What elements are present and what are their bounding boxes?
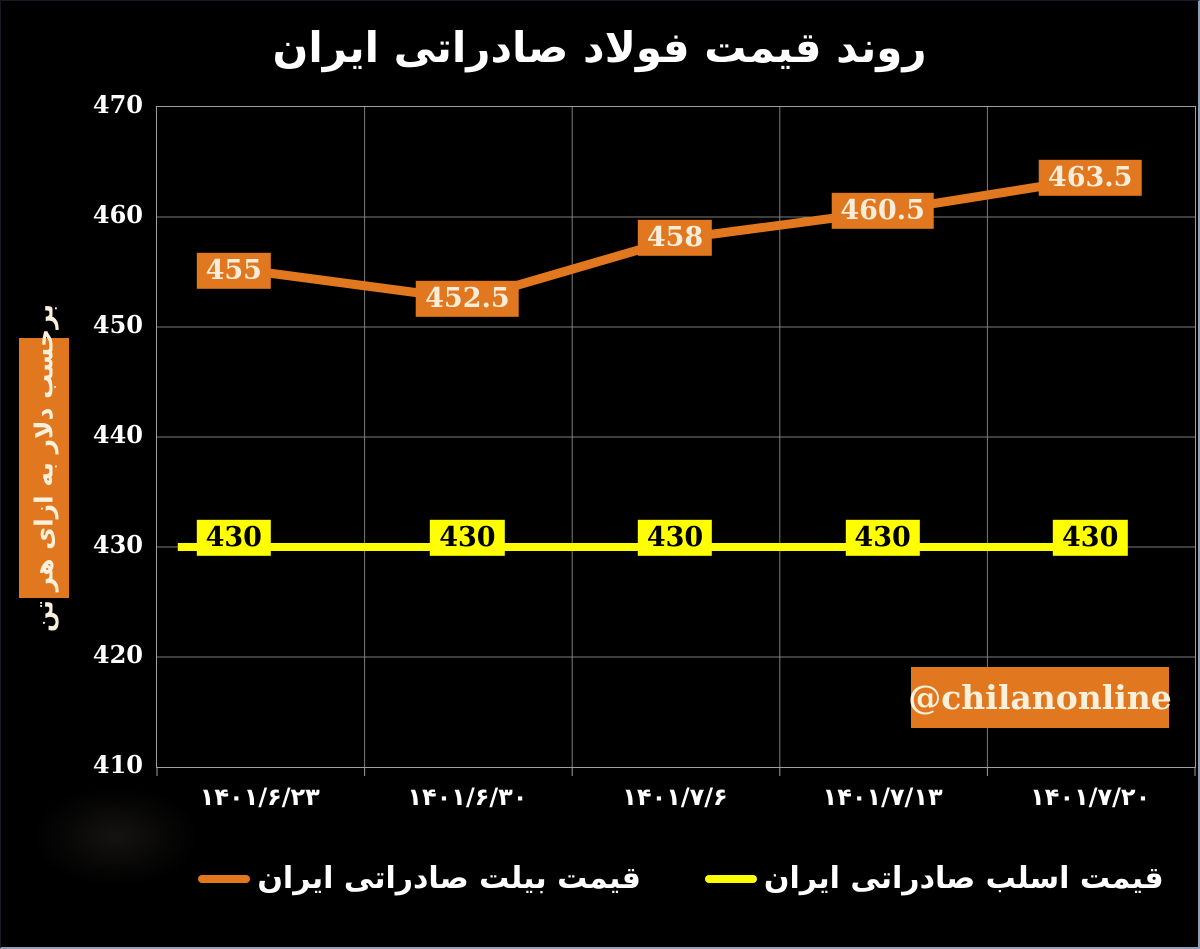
y-tick-label: 410 bbox=[92, 750, 143, 779]
data-label: 430 bbox=[845, 519, 920, 557]
legend: قیمت بیلت صادراتی ایران قیمت اسلب صادراتی… bbox=[198, 861, 1164, 896]
y-axis-unit-label: برحسب دلار به ازای هر تن bbox=[29, 304, 59, 632]
legend-label: قیمت اسلب صادراتی ایران bbox=[763, 861, 1164, 896]
y-tick-label: 420 bbox=[92, 640, 143, 669]
chart-title: روند قیمت فولاد صادراتی ایران bbox=[272, 23, 927, 72]
data-label: 452.5 bbox=[416, 280, 519, 317]
data-label: 430 bbox=[637, 519, 713, 557]
y-tick-label: 460 bbox=[92, 200, 143, 229]
x-tick-label: ۱۴۰۱/۶/۲۳ bbox=[199, 783, 320, 811]
billet-legend-swatch bbox=[198, 874, 251, 883]
data-label: 463.5 bbox=[1038, 159, 1142, 196]
watermark-badge: @chilanonline bbox=[908, 667, 1172, 728]
y-tick-label: 430 bbox=[92, 530, 143, 559]
y-tick-label: 450 bbox=[92, 310, 143, 339]
data-label: 458 bbox=[637, 219, 713, 257]
slab-legend-swatch bbox=[704, 874, 757, 883]
watermark-logo bbox=[36, 789, 196, 884]
data-label: 455 bbox=[196, 252, 271, 290]
legend-entry: قیمت اسلب صادراتی ایران bbox=[704, 861, 1164, 896]
x-tick-label: ۱۴۰۱/۷/۱۳ bbox=[822, 783, 943, 811]
x-tick-label: ۱۴۰۱/۷/۶ bbox=[622, 783, 728, 811]
x-tick-label: ۱۴۰۱/۶/۳۰ bbox=[407, 783, 528, 811]
y-axis-unit-box: برحسب دلار به ازای هر تن bbox=[19, 304, 69, 632]
y-tick-label: 470 bbox=[92, 90, 143, 119]
x-tick-label: ۱۴۰۱/۷/۲۰ bbox=[1030, 783, 1151, 811]
legend-entry: قیمت بیلت صادراتی ایران bbox=[198, 861, 641, 896]
data-label: 430 bbox=[196, 519, 271, 557]
y-tick-label: 440 bbox=[92, 420, 143, 449]
data-label: 430 bbox=[1053, 519, 1128, 557]
data-label: 460.5 bbox=[831, 192, 934, 229]
legend-label: قیمت بیلت صادراتی ایران bbox=[257, 861, 641, 896]
data-label: 430 bbox=[430, 519, 505, 557]
